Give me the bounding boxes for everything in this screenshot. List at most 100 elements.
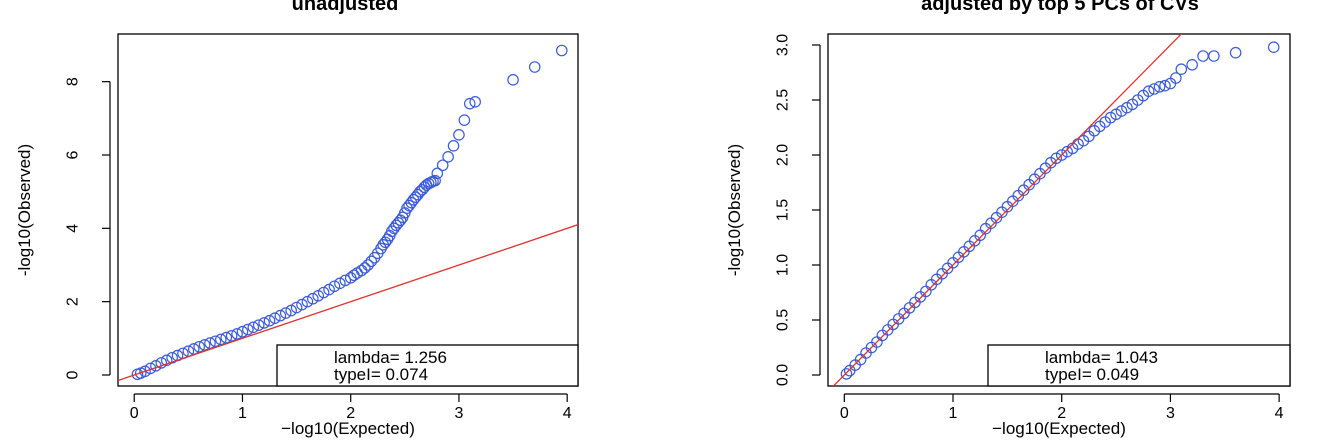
qq-point	[431, 167, 444, 180]
plot-title: adjusted by top 5 PCs of CVs	[921, 0, 1199, 15]
qq-point	[362, 259, 374, 271]
qq-point	[155, 357, 168, 369]
qq-point	[279, 307, 292, 319]
qq-point	[1208, 50, 1220, 62]
qq-point	[198, 339, 211, 351]
reference-line	[832, 34, 1183, 386]
qq-point	[1153, 81, 1166, 93]
qq-point	[225, 329, 238, 342]
legend-typei: typeI= 0.074	[334, 365, 428, 384]
x-axis-title: −log10(Expected)	[992, 419, 1126, 438]
y-tick-label: 3.0	[775, 34, 792, 56]
qq-point	[328, 280, 341, 293]
y-tick-label: 1.5	[775, 199, 792, 221]
reference-line	[118, 224, 578, 382]
qq-point	[258, 317, 270, 329]
x-tick-label: 1	[238, 405, 247, 422]
qq-point	[317, 286, 330, 299]
y-axis-title: -log10(Observed)	[15, 144, 34, 276]
qq-point	[193, 340, 205, 353]
qq-point	[339, 274, 352, 287]
x-tick-label: 1	[949, 405, 958, 422]
plot-title: unadjusted	[292, 0, 399, 15]
qq-point	[231, 328, 243, 340]
qq-point	[555, 44, 568, 57]
qq-point	[166, 351, 178, 364]
y-tick-label: 1.0	[775, 254, 792, 276]
qq-point	[242, 323, 254, 336]
legend-box	[987, 344, 1291, 387]
qq-point	[1142, 85, 1155, 97]
qq-point	[379, 236, 392, 249]
qq-point	[1175, 63, 1188, 75]
qq-point	[528, 61, 541, 73]
qq-point	[269, 312, 281, 324]
qq-point	[403, 199, 415, 212]
legend-lambda: lambda= 1.256	[334, 348, 447, 367]
qq-point	[358, 262, 371, 274]
y-tick-label: 6	[65, 150, 82, 159]
qq-point	[442, 151, 454, 163]
qq-point	[236, 325, 249, 338]
qq-point	[215, 333, 227, 346]
y-tick-label: 2	[65, 297, 82, 306]
qq-point	[458, 114, 471, 126]
qq-plot-adjusted: adjusted by top 5 PCs of CVs 0 1 2 3 4 0.0 0.5 1…	[725, 0, 1291, 438]
qq-point	[507, 74, 519, 86]
qq-point	[365, 255, 378, 268]
x-tick-label: 0	[840, 405, 849, 422]
qq-point	[252, 319, 265, 331]
qq-point	[247, 321, 260, 334]
qq-point	[139, 365, 151, 378]
y-tick-label: 2.5	[775, 89, 792, 111]
legend-typei: typeI= 0.049	[1045, 365, 1139, 384]
qq-point	[220, 331, 233, 344]
qq-point	[840, 368, 853, 380]
qq-point	[447, 140, 460, 152]
x-tick-label: 3	[1166, 405, 1175, 422]
qq-point	[263, 314, 276, 327]
x-tick-label: 0	[130, 405, 139, 422]
plot-frame	[117, 33, 579, 387]
qq-point	[1267, 41, 1280, 53]
qq-point	[1159, 79, 1171, 92]
qq-point	[1229, 46, 1242, 59]
qq-point	[296, 298, 308, 311]
plot-frame	[827, 33, 1291, 387]
qq-point	[1197, 50, 1209, 62]
qq-point	[334, 277, 346, 290]
x-tick-label: 4	[1275, 405, 1284, 422]
qq-point	[1186, 59, 1198, 71]
qq-point	[307, 292, 319, 305]
legend-lambda: lambda= 1.043	[1045, 348, 1158, 367]
qq-point	[386, 225, 398, 238]
y-tick-label: 0	[65, 370, 82, 379]
qq-point	[463, 97, 476, 110]
qq-point	[301, 295, 314, 308]
qq-point	[414, 185, 426, 198]
qq-plot-unadjusted: unadjusted 0 1 2 3 4 0 2 4 6 8 −log10(Expected) -log…	[15, 0, 579, 438]
y-tick-label: 0.5	[775, 309, 792, 331]
qq-point	[1170, 72, 1182, 84]
qq-point	[469, 96, 481, 108]
y-tick-label: 8	[65, 77, 82, 86]
qq-point	[204, 337, 216, 349]
qq-point	[453, 129, 465, 141]
x-axis-title: −log10(Expected)	[281, 419, 415, 438]
x-tick-label: 3	[454, 405, 463, 422]
qq-point	[429, 174, 441, 187]
y-tick-label: 4	[65, 224, 82, 233]
legend-box	[276, 344, 579, 387]
y-axis-title: -log10(Observed)	[725, 144, 744, 276]
qq-point	[285, 304, 297, 317]
qq-point	[1148, 83, 1160, 95]
qq-point	[436, 159, 449, 172]
qq-point	[348, 269, 360, 282]
y-tick-label: 0.0	[775, 364, 792, 386]
qq-point	[160, 354, 173, 367]
y-tick-label: 2.0	[775, 144, 792, 166]
qq-point	[274, 309, 287, 322]
qq-point	[290, 301, 303, 314]
qq-point	[209, 335, 222, 348]
